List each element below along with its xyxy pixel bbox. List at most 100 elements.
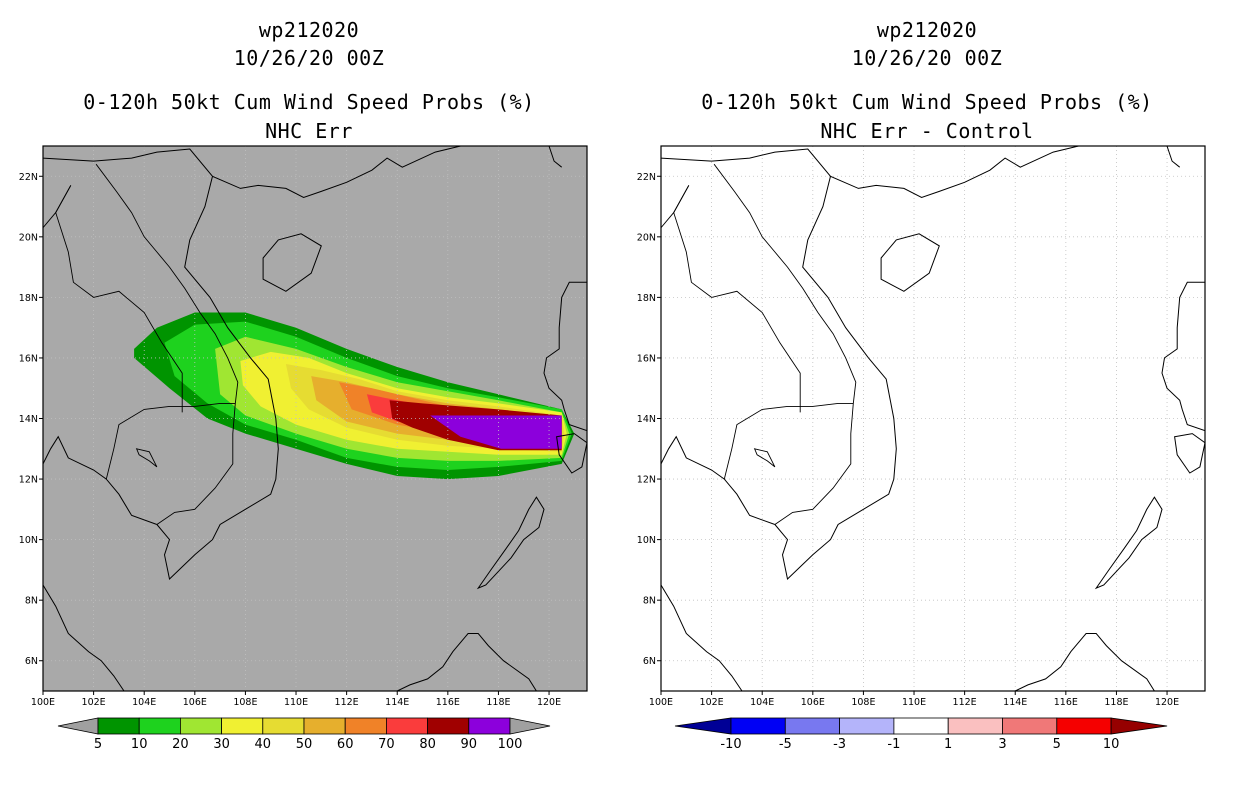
x-tick-label-114E: 114E bbox=[385, 697, 409, 708]
left-map: 100E 102E 104E 106E 108E 110E 112E 114E 116E 118E… bbox=[19, 145, 588, 752]
colorbar-swatch bbox=[221, 717, 264, 735]
y-tick-label-22N: 22N bbox=[637, 172, 656, 183]
border-tonle-sap bbox=[135, 448, 158, 468]
x-tick-label-104E: 104E bbox=[750, 697, 774, 708]
y-tick-label-12N: 12N bbox=[19, 475, 38, 486]
y-tick-label-10N: 10N bbox=[19, 535, 38, 546]
border-laos-west bbox=[673, 185, 801, 413]
coastline-luzon bbox=[543, 281, 587, 432]
border-myanmar-thai bbox=[661, 185, 690, 228]
coastline-malay-peninsula bbox=[43, 584, 125, 691]
x-tick-label-118E: 118E bbox=[486, 697, 510, 708]
y-tick-label-8N: 8N bbox=[643, 596, 656, 607]
x-tick-label-102E: 102E bbox=[82, 697, 106, 708]
colorbar-swatch bbox=[468, 717, 511, 735]
colorbar-low-arrow bbox=[57, 717, 99, 735]
colorbar-label-20: 20 bbox=[172, 737, 189, 752]
left-title-storm-id: wp212020 bbox=[258, 18, 360, 42]
x-tick-label-114E: 114E bbox=[1003, 697, 1027, 708]
y-tick-label-12N: 12N bbox=[637, 475, 656, 486]
right-map: 100E 102E 104E 106E 108E 110E 112E 114E 116E 118E… bbox=[637, 145, 1206, 752]
y-tick-label-18N: 18N bbox=[19, 293, 38, 304]
colorbar-label--10: -10 bbox=[720, 737, 741, 752]
colorbar-swatch bbox=[385, 717, 428, 735]
y-tick-label-22N: 22N bbox=[19, 172, 38, 183]
coastline-hainan bbox=[880, 233, 940, 292]
border-laos-west bbox=[55, 185, 183, 413]
colorbar-swatch bbox=[893, 717, 949, 735]
border-thai-cambodia bbox=[723, 402, 854, 480]
colorbar-swatch bbox=[730, 717, 786, 735]
map-content bbox=[43, 146, 587, 691]
coastline-malay-peninsula bbox=[661, 584, 743, 691]
x-tick-label-118E: 118E bbox=[1104, 697, 1128, 708]
map-content bbox=[661, 146, 1205, 691]
coastline-china-vietnam-coast bbox=[661, 146, 1080, 199]
x-tick-label-120E: 120E bbox=[537, 697, 561, 708]
colorbar-swatch bbox=[947, 717, 1003, 735]
y-tick-label-16N: 16N bbox=[637, 353, 656, 364]
border-myanmar-thai bbox=[43, 185, 72, 228]
y-tick-label-10N: 10N bbox=[637, 535, 656, 546]
coastline-china-vietnam-coast bbox=[43, 146, 462, 199]
coastline-luzon bbox=[1161, 281, 1205, 432]
coastline-vietnam-coast bbox=[156, 176, 279, 580]
colorbar-swatch bbox=[839, 717, 895, 735]
coastline-mindoro bbox=[1174, 433, 1205, 474]
right-title-product: 0-120h 50kt Cum Wind Speed Probs (%) bbox=[701, 90, 1153, 114]
coastline-gulf-of-thailand bbox=[43, 435, 158, 525]
x-tick-label-110E: 110E bbox=[284, 697, 308, 708]
colorbar-label-5: 5 bbox=[94, 737, 102, 752]
left-title-product: 0-120h 50kt Cum Wind Speed Probs (%) bbox=[83, 90, 535, 114]
colorbar-label--3: -3 bbox=[833, 737, 846, 752]
border-vietnam-laos bbox=[95, 163, 239, 404]
right-title-method: NHC Err - Control bbox=[820, 119, 1034, 143]
colorbar-swatch bbox=[427, 717, 470, 735]
colorbar-label-70: 70 bbox=[378, 737, 395, 752]
colorbar-label-80: 80 bbox=[419, 737, 436, 752]
colorbar-swatch bbox=[97, 717, 140, 735]
y-tick-label-20N: 20N bbox=[637, 232, 656, 243]
colorbar-label-100: 100 bbox=[498, 737, 523, 752]
right-panel: wp212020 10/26/20 00Z 0-120h 50kt Cum Wi… bbox=[618, 0, 1236, 800]
colorbar-label-10: 10 bbox=[1103, 737, 1120, 752]
x-tick-label-116E: 116E bbox=[436, 697, 460, 708]
colorbar-swatch bbox=[784, 717, 841, 735]
border-cambodia-vietnam bbox=[774, 403, 854, 525]
x-tick-label-112E: 112E bbox=[335, 697, 359, 708]
x-tick-label-116E: 116E bbox=[1054, 697, 1078, 708]
coastline-borneo bbox=[371, 633, 537, 691]
colorbar-label-5: 5 bbox=[1053, 737, 1061, 752]
colorbar-label-30: 30 bbox=[213, 737, 230, 752]
colorbar-swatch bbox=[262, 717, 305, 735]
x-tick-label-108E: 108E bbox=[851, 697, 875, 708]
left-title-datetime: 10/26/20 00Z bbox=[233, 46, 385, 70]
colorbar-swatch bbox=[1002, 717, 1058, 735]
coastline-borneo bbox=[989, 633, 1155, 691]
colorbar-high-arrow bbox=[509, 717, 551, 735]
colorbar-swatch bbox=[179, 717, 222, 735]
colorbar-label--1: -1 bbox=[887, 737, 900, 752]
colorbar-swatch bbox=[1056, 717, 1112, 735]
y-tick-label-14N: 14N bbox=[19, 414, 38, 425]
x-tick-label-102E: 102E bbox=[700, 697, 724, 708]
y-tick-label-6N: 6N bbox=[643, 656, 656, 667]
border-tonle-sap bbox=[753, 448, 776, 468]
y-tick-label-16N: 16N bbox=[19, 353, 38, 364]
y-tick-label-6N: 6N bbox=[25, 656, 38, 667]
colorbar-label-10: 10 bbox=[131, 737, 148, 752]
coastline-palawan bbox=[476, 496, 545, 590]
colorbar-label-40: 40 bbox=[255, 737, 272, 752]
x-tick-label-100E: 100E bbox=[649, 697, 673, 708]
x-tick-label-110E: 110E bbox=[902, 697, 926, 708]
x-tick-label-106E: 106E bbox=[801, 697, 825, 708]
border-thai-cambodia bbox=[105, 402, 236, 480]
colorbar-swatch bbox=[303, 717, 346, 735]
colorbar-label-50: 50 bbox=[296, 737, 313, 752]
coastline-taiwan bbox=[1166, 146, 1181, 168]
y-tick-label-18N: 18N bbox=[637, 293, 656, 304]
colorbar-label-1: 1 bbox=[944, 737, 952, 752]
coastline-hainan bbox=[262, 233, 322, 292]
x-tick-label-120E: 120E bbox=[1155, 697, 1179, 708]
y-tick-label-14N: 14N bbox=[637, 414, 656, 425]
